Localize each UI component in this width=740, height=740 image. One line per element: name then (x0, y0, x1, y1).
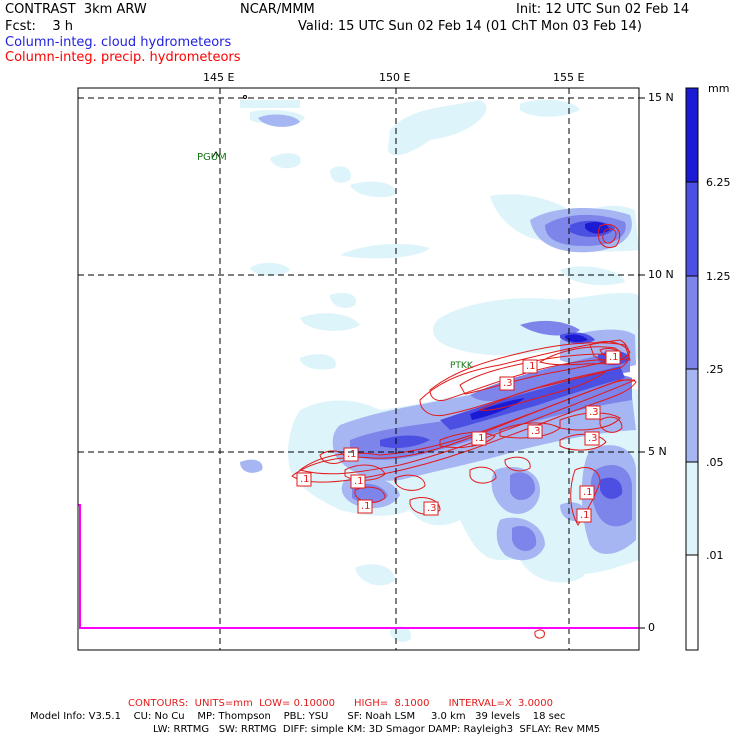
contour-label: .3 (588, 433, 598, 444)
station-label-ptkk: PTKK (450, 361, 473, 371)
colorbar (685, 87, 699, 651)
colorbar-label-0-05: .05 (706, 456, 724, 469)
contour-label-boxes (296, 350, 621, 523)
colorbar-label-1-25: 1.25 (706, 270, 731, 283)
contour-label: .1 (583, 487, 593, 498)
colorbar-label-0-25: .25 (706, 363, 724, 376)
contour-label: .1 (354, 476, 364, 487)
contour-label: .1 (475, 433, 485, 444)
contour-label: .1 (347, 449, 357, 460)
organization: NCAR/MMM (240, 2, 315, 17)
map-frame (77, 87, 640, 651)
contour-label: .1 (609, 352, 619, 363)
valid-time: Valid: 15 UTC Sun 02 Feb 14 (01 ChT Mon … (298, 19, 642, 34)
lon-label-150e: 150 E (379, 71, 411, 84)
lat-label-10n: 10 N (648, 268, 674, 281)
field-precip-label: Column-integ. precip. hydrometeors (5, 50, 241, 65)
contour-info: CONTOURS: UNITS=mm LOW= 0.10000 HIGH= 8.… (128, 698, 554, 709)
init-time: Init: 12 UTC Sun 02 Feb 14 (516, 2, 690, 17)
field-cloud-label: Column-integ. cloud hydrometeors (5, 35, 232, 50)
lat-lon-grid (78, 88, 639, 650)
lon-label-155e: 155 E (553, 71, 585, 84)
model-info-line-2: LW: RRTMG SW: RRTMG DIFF: simple KM: 3D … (153, 724, 601, 735)
contour-label: .1 (361, 501, 371, 512)
domain-boundary (78, 504, 639, 629)
cloud-shading (240, 99, 639, 642)
colorbar-label-6-25: 6.25 (706, 176, 731, 189)
model-name: CONTRAST 3km ARW (5, 2, 147, 17)
contour-label: .3 (503, 378, 513, 389)
precip-contours (291, 224, 637, 639)
model-info-line-1: Model Info: V3.5.1 CU: No Cu MP: Thompso… (30, 711, 566, 722)
lat-label-5n: 5 N (648, 445, 667, 458)
lat-label-15n: 15 N (648, 91, 674, 104)
coastlines (211, 95, 247, 159)
forecast-hour: Fcst: 3 h (5, 19, 74, 34)
colorbar-unit: mm (708, 82, 730, 95)
colorbar-label-0-01: .01 (706, 549, 724, 562)
contour-label: .3 (589, 407, 599, 418)
contour-label: .1 (526, 361, 536, 372)
contour-label: .1 (300, 474, 310, 485)
contour-label: .1 (580, 510, 590, 521)
lon-label-145e: 145 E (203, 71, 235, 84)
map-figure (77, 87, 699, 651)
lat-label-0: 0 (648, 621, 655, 634)
contour-label: .3 (427, 503, 437, 514)
contour-label: .3 (531, 426, 541, 437)
station-label-pgum: PGUM (197, 152, 227, 163)
